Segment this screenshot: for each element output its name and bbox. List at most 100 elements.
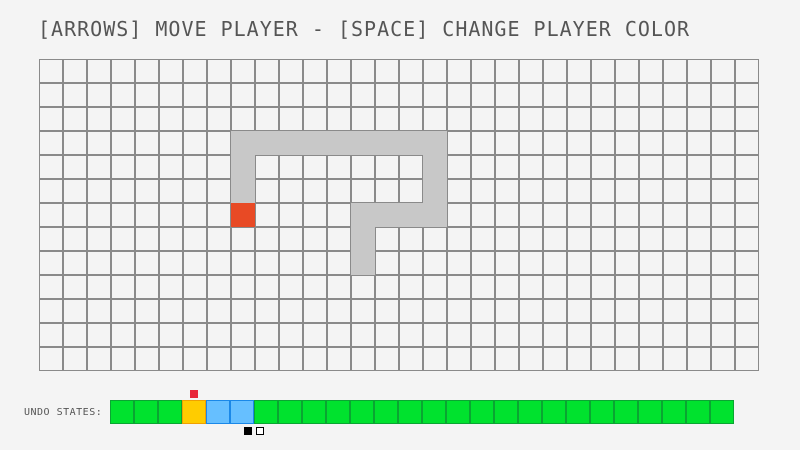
grid-cell [207, 323, 231, 347]
grid-cell [711, 299, 735, 323]
grid-cell [423, 275, 447, 299]
grid-cell [111, 59, 135, 83]
grid-cell [495, 59, 519, 83]
game-board[interactable] [39, 59, 760, 372]
grid-cell [567, 131, 591, 155]
grid-cell [399, 59, 423, 83]
grid-cell [135, 83, 159, 107]
undo-state-green[interactable] [518, 400, 542, 424]
grid-cell [111, 83, 135, 107]
grid-cell [375, 347, 399, 371]
grid-cell [591, 299, 615, 323]
undo-state-green[interactable] [374, 400, 398, 424]
grid-cell [663, 83, 687, 107]
wall-cell [231, 155, 255, 179]
grid-cell [63, 299, 87, 323]
undo-state-green[interactable] [542, 400, 566, 424]
undo-state-green[interactable] [350, 400, 374, 424]
grid-cell [615, 59, 639, 83]
grid-cell [207, 59, 231, 83]
undo-state-green[interactable] [686, 400, 710, 424]
grid-cell [423, 83, 447, 107]
grid-cell [615, 83, 639, 107]
grid-cell [543, 203, 567, 227]
grid-cell [687, 107, 711, 131]
undo-state-green[interactable] [638, 400, 662, 424]
grid-cell [255, 59, 279, 83]
grid-cell [39, 131, 63, 155]
wall-cell [351, 131, 375, 155]
grid-cell [39, 107, 63, 131]
undo-state-green[interactable] [566, 400, 590, 424]
grid-cell [471, 251, 495, 275]
undo-state-green[interactable] [398, 400, 422, 424]
grid-cell [471, 203, 495, 227]
grid-cell [495, 131, 519, 155]
undo-state-green[interactable] [662, 400, 686, 424]
grid-cell [351, 323, 375, 347]
grid-cell [639, 155, 663, 179]
grid-cell [471, 155, 495, 179]
grid-cell [615, 275, 639, 299]
grid-cell [135, 323, 159, 347]
undo-state-yellow[interactable] [182, 400, 206, 424]
wall-cell [351, 251, 375, 275]
grid-cell [327, 299, 351, 323]
grid-cell [63, 275, 87, 299]
grid-cell [183, 251, 207, 275]
undo-state-green[interactable] [494, 400, 518, 424]
wall-cell [375, 131, 399, 155]
grid-cell [495, 347, 519, 371]
grid-cell [375, 299, 399, 323]
undo-state-green[interactable] [302, 400, 326, 424]
grid-cell [663, 203, 687, 227]
grid-cell [471, 275, 495, 299]
undo-state-green[interactable] [278, 400, 302, 424]
grid-cell [87, 59, 111, 83]
undo-state-green[interactable] [470, 400, 494, 424]
grid-cell [735, 179, 759, 203]
grid-cell [423, 347, 447, 371]
grid-cell [303, 323, 327, 347]
undo-state-blue[interactable] [206, 400, 230, 424]
grid-cell [303, 107, 327, 131]
undo-state-green[interactable] [710, 400, 734, 424]
grid-cell [399, 227, 423, 251]
undo-state-green[interactable] [134, 400, 158, 424]
grid-cell [543, 275, 567, 299]
grid-cell [255, 203, 279, 227]
grid-cell [615, 179, 639, 203]
undo-state-green[interactable] [326, 400, 350, 424]
grid-cell [567, 227, 591, 251]
grid-cell [519, 131, 543, 155]
wall-cell [399, 131, 423, 155]
undo-state-green[interactable] [110, 400, 134, 424]
grid-cell [327, 203, 351, 227]
undo-state-green[interactable] [446, 400, 470, 424]
grid-cell [159, 107, 183, 131]
grid-cell [63, 227, 87, 251]
grid-cell [327, 275, 351, 299]
grid-cell [87, 131, 111, 155]
grid-cell [399, 179, 423, 203]
grid-cell [687, 299, 711, 323]
grid-cell [591, 155, 615, 179]
wall-cell [327, 131, 351, 155]
undo-state-green[interactable] [254, 400, 278, 424]
grid-cell [687, 131, 711, 155]
grid-cell [135, 131, 159, 155]
undo-state-blue[interactable] [230, 400, 254, 424]
undo-state-green[interactable] [422, 400, 446, 424]
grid-cell [399, 275, 423, 299]
grid-cell [159, 275, 183, 299]
white-color-indicator [256, 427, 264, 435]
grid-cell [591, 179, 615, 203]
undo-state-green[interactable] [614, 400, 638, 424]
undo-state-green[interactable] [158, 400, 182, 424]
grid-cell [735, 227, 759, 251]
grid-cell [87, 155, 111, 179]
grid-cell [327, 227, 351, 251]
grid-cell [351, 299, 375, 323]
grid-cell [471, 83, 495, 107]
undo-state-green[interactable] [590, 400, 614, 424]
